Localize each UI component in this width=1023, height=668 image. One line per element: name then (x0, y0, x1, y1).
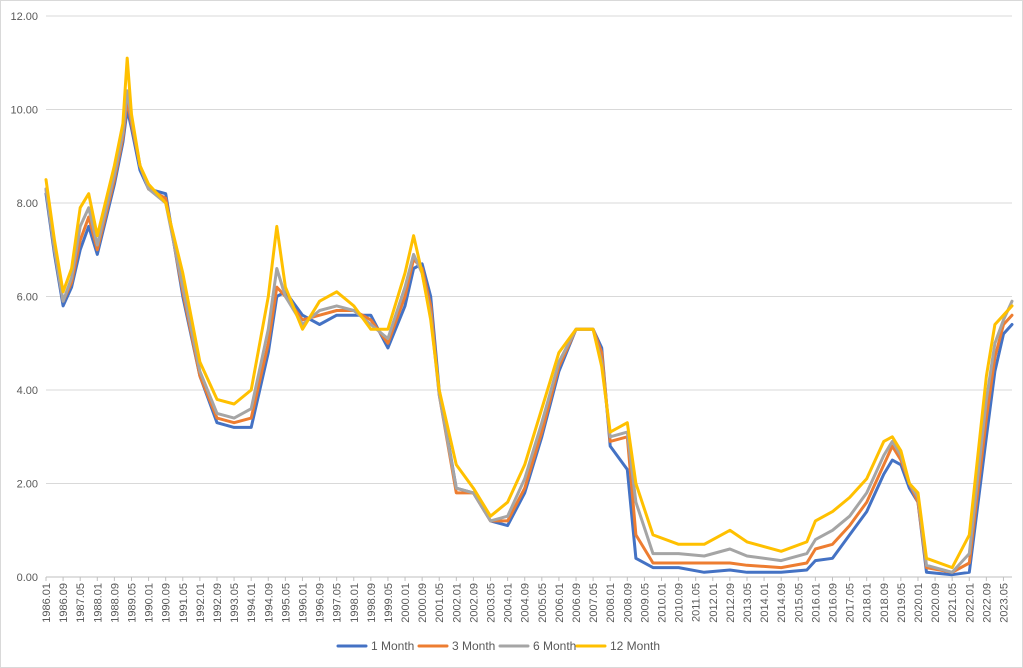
x-tick-label: 2021.05 (947, 583, 959, 623)
series-line-3-month (44, 98, 1014, 574)
x-tick-label: 1996.09 (315, 583, 327, 623)
x-tick-label: 1990.09 (161, 583, 173, 623)
x-tick-label: 2004.01 (503, 583, 515, 623)
x-tick-label: 2000.09 (417, 583, 429, 623)
x-tick-label: 2016.01 (810, 583, 822, 623)
x-tick-label: 2012.01 (708, 583, 720, 623)
x-tick-label: 2007.05 (588, 583, 600, 623)
y-tick-label: 2.00 (17, 479, 38, 491)
y-tick-label: 4.00 (17, 385, 38, 397)
x-tick-label: 1998.09 (366, 583, 378, 623)
x-tick-label: 2006.09 (571, 583, 583, 623)
x-tick-label: 2023.05 (998, 583, 1010, 623)
x-tick-label: 2015.05 (793, 583, 805, 623)
x-tick-label: 2011.05 (691, 583, 703, 622)
x-tick-label: 2020.01 (913, 583, 925, 623)
x-tick-label: 2018.09 (879, 583, 891, 623)
x-tick-label: 2022.09 (981, 583, 993, 623)
x-tick-label: 1998.01 (349, 583, 361, 623)
legend-label-1-month: 1 Month (371, 639, 414, 653)
x-tick-label: 1995.05 (280, 583, 292, 623)
x-tick-label: 1987.05 (75, 583, 87, 623)
x-tick-label: 2016.09 (827, 583, 839, 623)
y-axis-tick-labels: 0.00 2.00 4.00 6.00 8.00 10.00 12.00 (10, 11, 38, 584)
y-tick-label: 10.00 (10, 105, 38, 117)
x-tick-label: 2014.01 (759, 583, 771, 623)
x-tick-label: 2012.09 (725, 583, 737, 623)
x-tick-label: 1997.05 (332, 583, 344, 623)
series-line-1-month (44, 108, 1014, 577)
x-tick-label: 1993.05 (229, 583, 241, 623)
series-lines (44, 56, 1014, 577)
x-tick-label: 1992.09 (212, 583, 224, 623)
x-tick-label: 1986.01 (41, 583, 53, 623)
x-tick-label: 2013.05 (742, 583, 754, 623)
y-tick-label: 0.00 (17, 572, 38, 584)
x-tick-label: 2001.05 (434, 583, 446, 623)
x-tick-label: 1999.05 (383, 583, 395, 623)
x-tick-label: 2003.05 (486, 583, 498, 623)
x-tick-label: 2017.05 (845, 583, 857, 623)
x-tick-label: 1994.01 (246, 583, 258, 623)
y-tick-label: 8.00 (17, 198, 38, 210)
x-tick-label: 2005.05 (537, 583, 549, 623)
x-tick-label: 2018.01 (862, 583, 874, 623)
x-tick-label: 2019.05 (896, 583, 908, 623)
x-axis-tick-labels: 1986.01 1986.09 1987.05 1988.01 1988.09 1989.… (41, 583, 1010, 623)
legend-label-3-month: 3 Month (452, 639, 495, 653)
x-tick-label: 2008.09 (622, 583, 634, 623)
x-tick-label: 2002.09 (468, 583, 480, 623)
x-tick-label: 2022.01 (964, 583, 976, 623)
x-tick-label: 1996.01 (297, 583, 309, 623)
x-tick-label: 2004.09 (520, 583, 532, 623)
x-tick-label: 1990.01 (144, 583, 156, 623)
y-tick-label: 6.00 (17, 292, 38, 304)
x-tick-label: 2010.09 (674, 583, 686, 623)
x-tick-label: 1988.09 (109, 583, 121, 623)
x-tick-label: 2010.01 (657, 583, 669, 623)
x-tick-label: 1991.05 (178, 583, 190, 623)
x-tick-label: 2008.01 (605, 583, 617, 623)
x-tick-label: 2006.01 (554, 583, 566, 623)
x-tick-label: 1986.09 (58, 583, 70, 623)
x-tick-label: 2002.01 (451, 583, 463, 623)
x-tick-label: 1992.01 (195, 583, 207, 623)
x-tick-label: 2000.01 (400, 583, 412, 623)
x-tick-label: 1994.09 (263, 583, 275, 623)
x-axis (45, 576, 1012, 581)
series-line-12-month (44, 56, 1014, 570)
legend: 1 Month 3 Month 6 Month 12 Month (336, 639, 660, 653)
x-tick-label: 1988.01 (92, 583, 104, 623)
legend-label-6-month: 6 Month (533, 639, 576, 653)
x-tick-label: 2020.09 (930, 583, 942, 623)
x-tick-label: 2009.05 (639, 583, 651, 623)
x-tick-label: 1989.05 (126, 583, 138, 623)
legend-label-12-month: 12 Month (610, 639, 660, 653)
y-tick-label: 12.00 (10, 11, 38, 23)
x-tick-label: 2014.09 (776, 583, 788, 623)
